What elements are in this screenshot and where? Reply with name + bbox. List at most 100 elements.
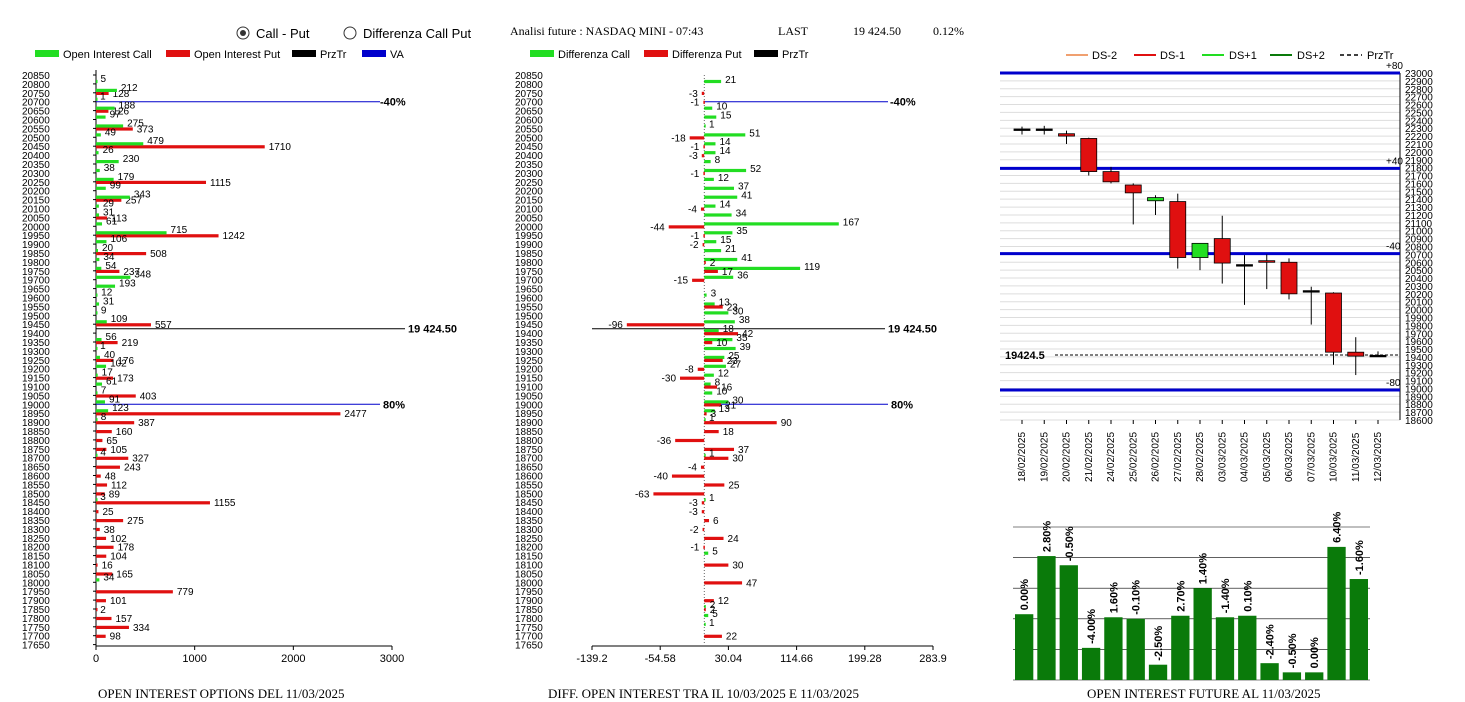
panel2-call-value: 34: [736, 208, 748, 219]
panel2-put-bar: [704, 536, 724, 540]
panel2-put-bar: [704, 260, 706, 265]
panel1-call-value: 56: [106, 332, 118, 343]
oi-bar-label: 0.10%: [1242, 580, 1254, 611]
panel3-ytick-label: 20200: [1405, 290, 1433, 301]
panel1-call-value: 61: [106, 377, 118, 388]
legend-swatch-prztr2: [754, 50, 778, 57]
panel2-put-bar: [692, 278, 705, 282]
panel2-put-value: 12: [718, 596, 730, 607]
panel2-call-value: 8: [715, 378, 721, 389]
oi-bar: [1238, 615, 1257, 680]
panel2-put-value: -2: [690, 240, 699, 251]
panel1-call-value: 61: [106, 216, 118, 227]
panel1-put-value: 508: [150, 249, 167, 260]
panel1-call-bar: [96, 373, 98, 377]
candle-body: [1013, 128, 1031, 131]
panel1-strike-label: 19950: [22, 231, 50, 242]
panel2-strike-label: 19950: [515, 231, 543, 242]
panel1-call-bar: [96, 275, 131, 279]
panel2-put-value: -40: [653, 472, 668, 483]
panel2-put-bar: [704, 430, 719, 434]
panel3-ytick-label: 22300: [1405, 124, 1433, 135]
panel1-call-bar: [96, 240, 107, 244]
panel2-put-bar: [700, 465, 705, 469]
panel3-date-label: 18/02/2025: [1017, 432, 1028, 482]
panel2-strike-label: 20850: [515, 71, 543, 82]
panel1-put-value: 105: [110, 445, 127, 456]
panel2-strike-label: 18150: [515, 552, 543, 563]
panel1-put-bar: [96, 234, 219, 238]
panel1-call-value: 40: [104, 350, 116, 361]
panel2-strike-label: 19200: [515, 365, 543, 376]
panel1-put-value: 98: [110, 632, 122, 643]
panel2-put-value: 18: [723, 427, 735, 438]
panel1-call-value: 102: [110, 359, 127, 370]
panel1-put-bar: [96, 572, 113, 576]
last-label: LAST: [778, 24, 809, 38]
panel2-call-bar: [704, 453, 706, 457]
panel1-strike-label: 19350: [22, 338, 50, 349]
radio-call-put[interactable]: Call - Put: [236, 26, 310, 41]
panel2-strike-label: 18300: [515, 525, 543, 536]
panel2-call-value: 52: [750, 164, 762, 175]
panel1-strike-label: 19050: [22, 391, 50, 402]
panel1-put-bar: [96, 554, 107, 558]
panel2-put-value: -1: [690, 169, 699, 180]
radio-diff-call-put[interactable]: Differenza Call Put: [343, 26, 472, 41]
panel1-call-bar: [96, 382, 103, 386]
panel1-put-bar: [96, 421, 135, 425]
panel2-put-bar: [704, 421, 777, 425]
legend-put: Open Interest Put: [194, 49, 280, 61]
legend-swatch-diff-put: [644, 50, 668, 57]
panel3-ytick-label: 21200: [1405, 211, 1433, 222]
panel3-ytick-label: 19000: [1405, 384, 1433, 395]
panel2-put-bar: [701, 154, 705, 158]
panel1-call-value: 97: [110, 110, 122, 121]
panel2-put-value: 22: [726, 632, 738, 643]
panel1-call-bar: [96, 498, 98, 502]
panel1-strike-label: 20450: [22, 142, 50, 153]
panel3-ytick-label: 19800: [1405, 321, 1433, 332]
panel2-call-value: 36: [737, 271, 749, 282]
panel2-call-bar: [704, 622, 706, 626]
panel1-call-bar: [96, 106, 115, 110]
panel1-call-bar: [96, 364, 107, 368]
panel2-put-bar: [680, 376, 705, 380]
panel1-call-bar: [96, 124, 124, 128]
panel1-strike-label: 19550: [22, 302, 50, 313]
panel2-call-value: 18: [723, 324, 735, 335]
panel1-strike-label: 19200: [22, 365, 50, 376]
panel1-title: OPEN INTEREST OPTIONS DEL 11/03/2025: [98, 686, 345, 701]
panel1-call-value: 9: [101, 305, 107, 316]
panel2-strike-label: 17700: [515, 632, 543, 643]
panel2-strike-label: 20550: [515, 124, 543, 135]
panel3-ytick-label: 21500: [1405, 187, 1433, 198]
last-value: 19 424.50: [853, 24, 901, 38]
panel2-put-bar: [704, 608, 706, 612]
panel1-put-value: 403: [140, 391, 157, 402]
oi-bar: [1282, 672, 1302, 680]
panel2-strike-label: 18100: [515, 561, 543, 572]
panel2-strike-label: 20600: [515, 116, 543, 127]
panel1-strike-label: 17750: [22, 623, 50, 634]
panel2-call-bar: [704, 151, 716, 155]
panel3-ytick-label: 22600: [1405, 101, 1433, 112]
panel2-strike-label: 17900: [515, 596, 543, 607]
panel2-put-value: -3: [689, 498, 698, 509]
panel2-call-value: 10: [716, 102, 728, 113]
panel1-strike-label: 19800: [22, 258, 50, 269]
panel1-put-value: 557: [155, 320, 172, 331]
panel2-call-value: 12: [718, 369, 730, 380]
panel1-call-value: 193: [119, 279, 136, 290]
panel3-ytick-label: 22700: [1405, 93, 1433, 104]
panel1-put-value: 2: [100, 605, 106, 616]
panel1-call-bar: [96, 257, 100, 262]
panel2-call-bar: [704, 168, 747, 173]
panel2-call-value: 14: [719, 146, 731, 157]
legend-prztr: PrzTr: [320, 49, 347, 61]
panel1-strike-label: 19000: [22, 400, 50, 411]
panel1-put-value: 160: [116, 427, 133, 438]
panel2-call-bar: [704, 605, 706, 609]
panel1-call-value: 348: [134, 270, 151, 281]
panel2-strike-label: 17750: [515, 623, 543, 634]
